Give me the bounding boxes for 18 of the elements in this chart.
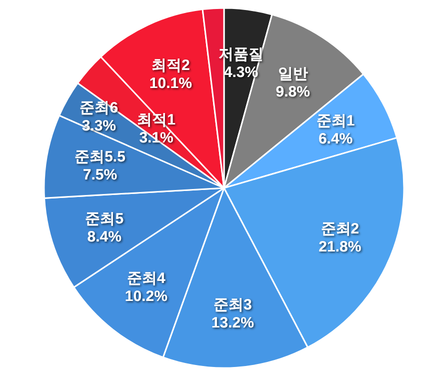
slice-label: 최적2	[152, 56, 190, 74]
data-label: 8.4%	[87, 228, 122, 246]
data-label: 9.8%	[276, 83, 310, 100]
data-label: 6.4%	[318, 130, 353, 148]
data-label: 21.8%	[318, 238, 362, 256]
slice-label: 준최3	[214, 296, 252, 314]
data-label: 13.2%	[211, 314, 254, 332]
data-label: 3.3%	[82, 118, 116, 135]
data-label: 3.1%	[139, 130, 174, 147]
data-label: 7.5%	[82, 166, 118, 184]
slice-label: 준최5.5	[74, 148, 126, 166]
data-label: 10.1%	[149, 74, 192, 92]
slice-label: 준최1	[316, 112, 355, 130]
slice-label: 준최5	[85, 210, 124, 228]
slice-label: 준최4	[126, 270, 166, 288]
slice-label: 준최2	[320, 220, 360, 238]
data-label: 10.2%	[124, 288, 168, 306]
slice-label: 일반	[278, 65, 308, 82]
